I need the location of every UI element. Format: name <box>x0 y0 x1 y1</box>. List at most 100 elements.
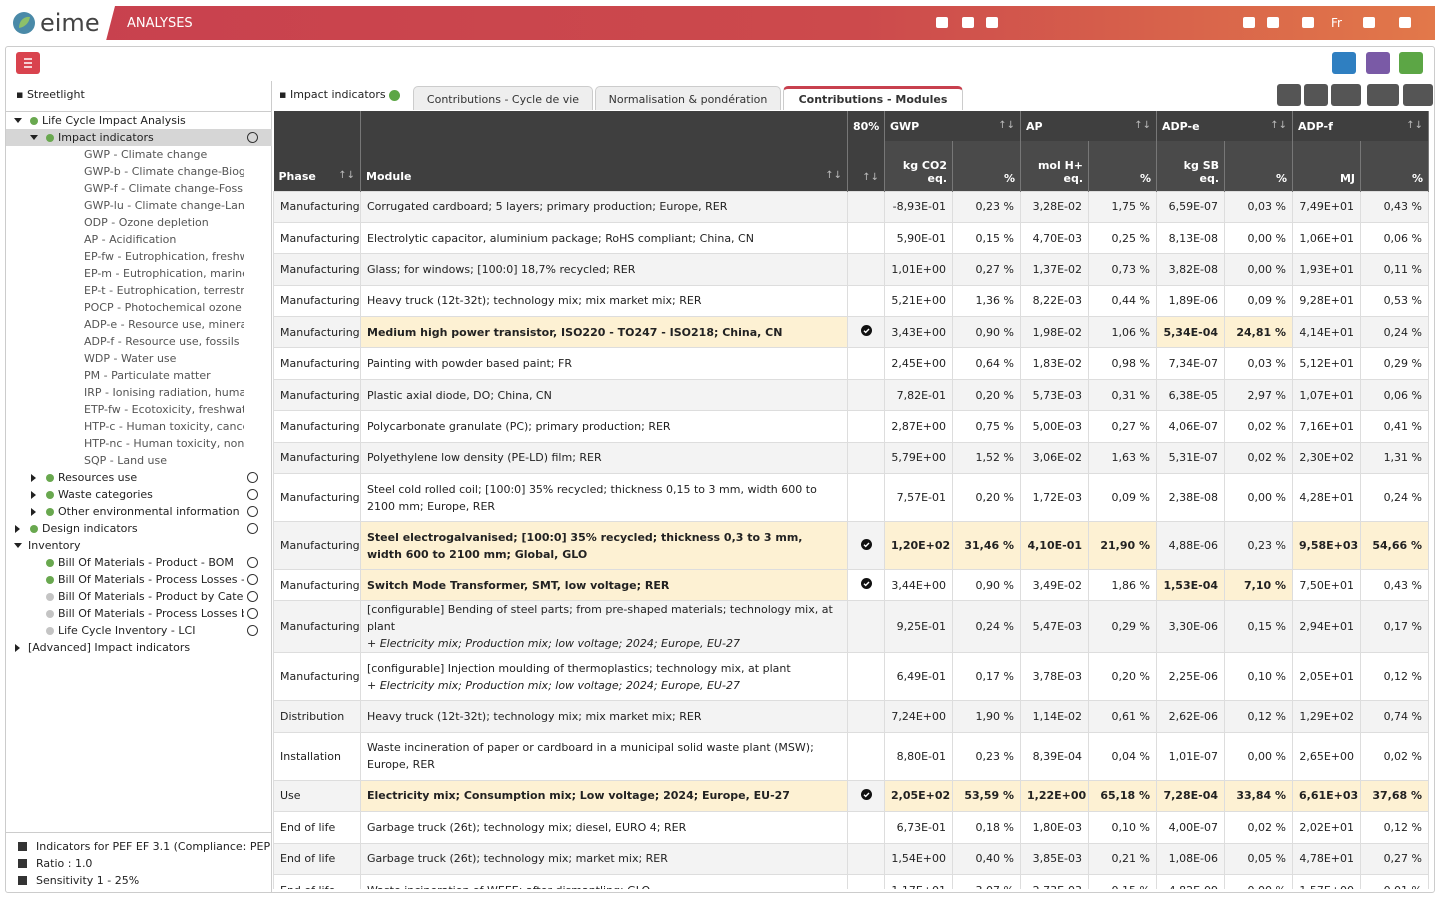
view-menu[interactable] <box>1403 84 1433 106</box>
tree-item[interactable]: ETP-fw - Ecotoxicity, freshwater <box>6 401 272 418</box>
table-row[interactable]: Manufacturing Steel cold rolled coil; [10… <box>273 473 1430 523</box>
sort-icon[interactable]: ↑↓ <box>1134 119 1151 131</box>
tree-item[interactable]: Waste categories <box>6 486 272 503</box>
tree-item[interactable]: Other environmental information <box>6 503 272 520</box>
save-button[interactable] <box>1399 52 1423 74</box>
table-row[interactable]: Manufacturing Electrolytic capacitor, alu… <box>273 221 1430 255</box>
table-row[interactable]: Manufacturing Painting with powder based … <box>273 347 1430 380</box>
tab[interactable]: Contributions - Modules <box>783 86 963 110</box>
tree-item[interactable]: WDP - Water use <box>6 350 272 367</box>
table-row[interactable]: End of life Garbage truck (26t); technolo… <box>273 842 1430 875</box>
group-header[interactable]: GWP ↑↓ <box>884 111 1021 141</box>
tree-item[interactable]: GWP-b - Climate change-Biogenic <box>6 163 272 180</box>
run-button[interactable] <box>247 489 258 500</box>
tree-item[interactable]: ADP-e - Resource use, minerals and ... <box>6 316 272 333</box>
compare-button[interactable] <box>1366 52 1390 74</box>
tree-caret[interactable] <box>15 644 20 652</box>
tree-item[interactable]: Bill Of Materials - Process Losses - ... <box>6 571 272 588</box>
tree-item[interactable]: Life Cycle Inventory - LCI <box>6 622 272 639</box>
group-header[interactable]: ADP-e ↑↓ <box>1156 111 1293 141</box>
mail-icon[interactable] <box>1302 17 1314 28</box>
table-row[interactable]: Manufacturing Glass; for windows; [100:0]… <box>273 253 1430 286</box>
run-button[interactable] <box>247 506 258 517</box>
table-row[interactable]: Use Electricity mix; Consumption mix; Low… <box>273 779 1430 813</box>
database-icon[interactable] <box>986 17 998 28</box>
table-row[interactable]: End of life Waste incineration of WEEE; a… <box>273 873 1430 889</box>
user-menu[interactable] <box>1399 17 1411 28</box>
sort-cell[interactable]: ↑↓ <box>847 141 885 191</box>
layers-menu[interactable] <box>1367 84 1399 106</box>
sort-icon[interactable]: ↑↓ <box>998 119 1015 131</box>
tree-item[interactable]: ADP-f - Resource use, fossils <box>6 333 272 350</box>
exponent-menu[interactable] <box>1331 84 1361 106</box>
tree-item[interactable]: AP - Acidification <box>6 231 272 248</box>
table-row[interactable]: Installation Waste incineration of paper … <box>273 731 1430 781</box>
table-row[interactable]: Manufacturing [configurable] Bending of s… <box>273 600 1430 654</box>
tree-caret[interactable] <box>14 118 22 123</box>
table-row[interactable]: Manufacturing Polyethylene low density (P… <box>273 441 1430 475</box>
tab[interactable]: Contributions - Cycle de vie <box>413 86 593 110</box>
sort-icon[interactable]: ↑↓ <box>338 169 355 181</box>
table-row[interactable]: Manufacturing Polycarbonate granulate (PC… <box>273 410 1430 443</box>
language-menu[interactable]: Fr <box>1331 16 1342 30</box>
tree-item[interactable]: EP-t - Eutrophication, terrestrial <box>6 282 272 299</box>
tree-item[interactable]: HTP-c - Human toxicity, cancer <box>6 418 272 435</box>
tree-item[interactable]: ODP - Ozone depletion <box>6 214 272 231</box>
sort-icon[interactable]: ↑↓ <box>1270 119 1287 131</box>
tree-item[interactable]: GWP-f - Climate change-Fossil <box>6 180 272 197</box>
run-button[interactable] <box>247 132 258 143</box>
run-button[interactable] <box>247 574 258 585</box>
sort-icon[interactable]: ↑↓ <box>862 171 879 183</box>
phase-header[interactable]: Phase ↑↓ <box>273 111 361 191</box>
run-button[interactable] <box>247 472 258 483</box>
table-row[interactable]: Manufacturing Switch Mode Transformer, SM… <box>273 569 1430 602</box>
tree-caret[interactable] <box>30 135 38 140</box>
tree-item[interactable]: PM - Particulate matter <box>6 367 272 384</box>
table-row[interactable]: Distribution Heavy truck (12t-32t); techn… <box>273 700 1430 733</box>
table-row[interactable]: Manufacturing Medium high power transisto… <box>273 316 1430 349</box>
tree-item[interactable]: IRP - Ionising radiation, human health <box>6 384 272 401</box>
inbox-menu[interactable] <box>1363 17 1375 28</box>
tree-caret[interactable] <box>31 508 36 516</box>
tree-item[interactable]: Design indicators <box>6 520 272 537</box>
threshold-header[interactable]: 80% <box>847 111 885 141</box>
tree-item[interactable]: Resources use <box>6 469 272 486</box>
tree-caret[interactable] <box>31 474 36 482</box>
run-button[interactable] <box>247 625 258 636</box>
tree-item[interactable]: GWP - Climate change <box>6 146 272 163</box>
tree-caret[interactable] <box>31 491 36 499</box>
tree-item[interactable]: Bill Of Materials - Product by Categ... <box>6 588 272 605</box>
run-button[interactable] <box>247 523 258 534</box>
tree-item[interactable]: Bill Of Materials - Product - BOM <box>6 554 272 571</box>
tree-item[interactable]: Inventory <box>6 537 272 554</box>
tree-caret[interactable] <box>14 543 22 548</box>
sort-icon[interactable]: ↑↓ <box>825 169 842 181</box>
announce-icon[interactable] <box>1243 17 1255 28</box>
table-row[interactable]: Manufacturing [configurable] Injection mo… <box>273 652 1430 702</box>
tree-item[interactable]: HTP-nc - Human toxicity, non-cancer <box>6 435 272 452</box>
group-header[interactable]: ADP-f ↑↓ <box>1292 111 1430 141</box>
table-row[interactable]: Manufacturing Plastic axial diode, DO; Ch… <box>273 378 1430 412</box>
home-icon[interactable] <box>936 17 948 28</box>
structure-button[interactable] <box>1332 52 1356 74</box>
module-header[interactable]: Module ↑↓ <box>360 111 848 191</box>
menu-button[interactable] <box>16 52 40 74</box>
tree-item[interactable]: Impact indicators <box>6 129 272 146</box>
box-icon[interactable] <box>962 17 974 28</box>
table-row[interactable]: Manufacturing Heavy truck (12t-32t); tech… <box>273 284 1430 318</box>
tab[interactable]: Normalisation & pondération <box>595 86 781 110</box>
fullscreen-button[interactable] <box>1277 84 1301 106</box>
export-button[interactable] <box>1304 84 1328 106</box>
group-header[interactable]: AP ↑↓ <box>1020 111 1157 141</box>
run-button[interactable] <box>247 608 258 619</box>
tree-item[interactable]: POCP - Photochemical ozone formati... <box>6 299 272 316</box>
run-button[interactable] <box>247 591 258 602</box>
tree-item[interactable]: EP-fw - Eutrophication, freshwater <box>6 248 272 265</box>
tree-item[interactable]: GWP-lu - Climate change-Land use a... <box>6 197 272 214</box>
tree-item[interactable]: Bill Of Materials - Process Losses by... <box>6 605 272 622</box>
doc-menu[interactable] <box>1267 17 1279 28</box>
tree-item[interactable]: EP-m - Eutrophication, marine <box>6 265 272 282</box>
table-row[interactable]: Manufacturing Steel electrogalvanised; [1… <box>273 521 1430 571</box>
run-button[interactable] <box>247 557 258 568</box>
tree-item[interactable]: Life Cycle Impact Analysis <box>6 112 272 129</box>
